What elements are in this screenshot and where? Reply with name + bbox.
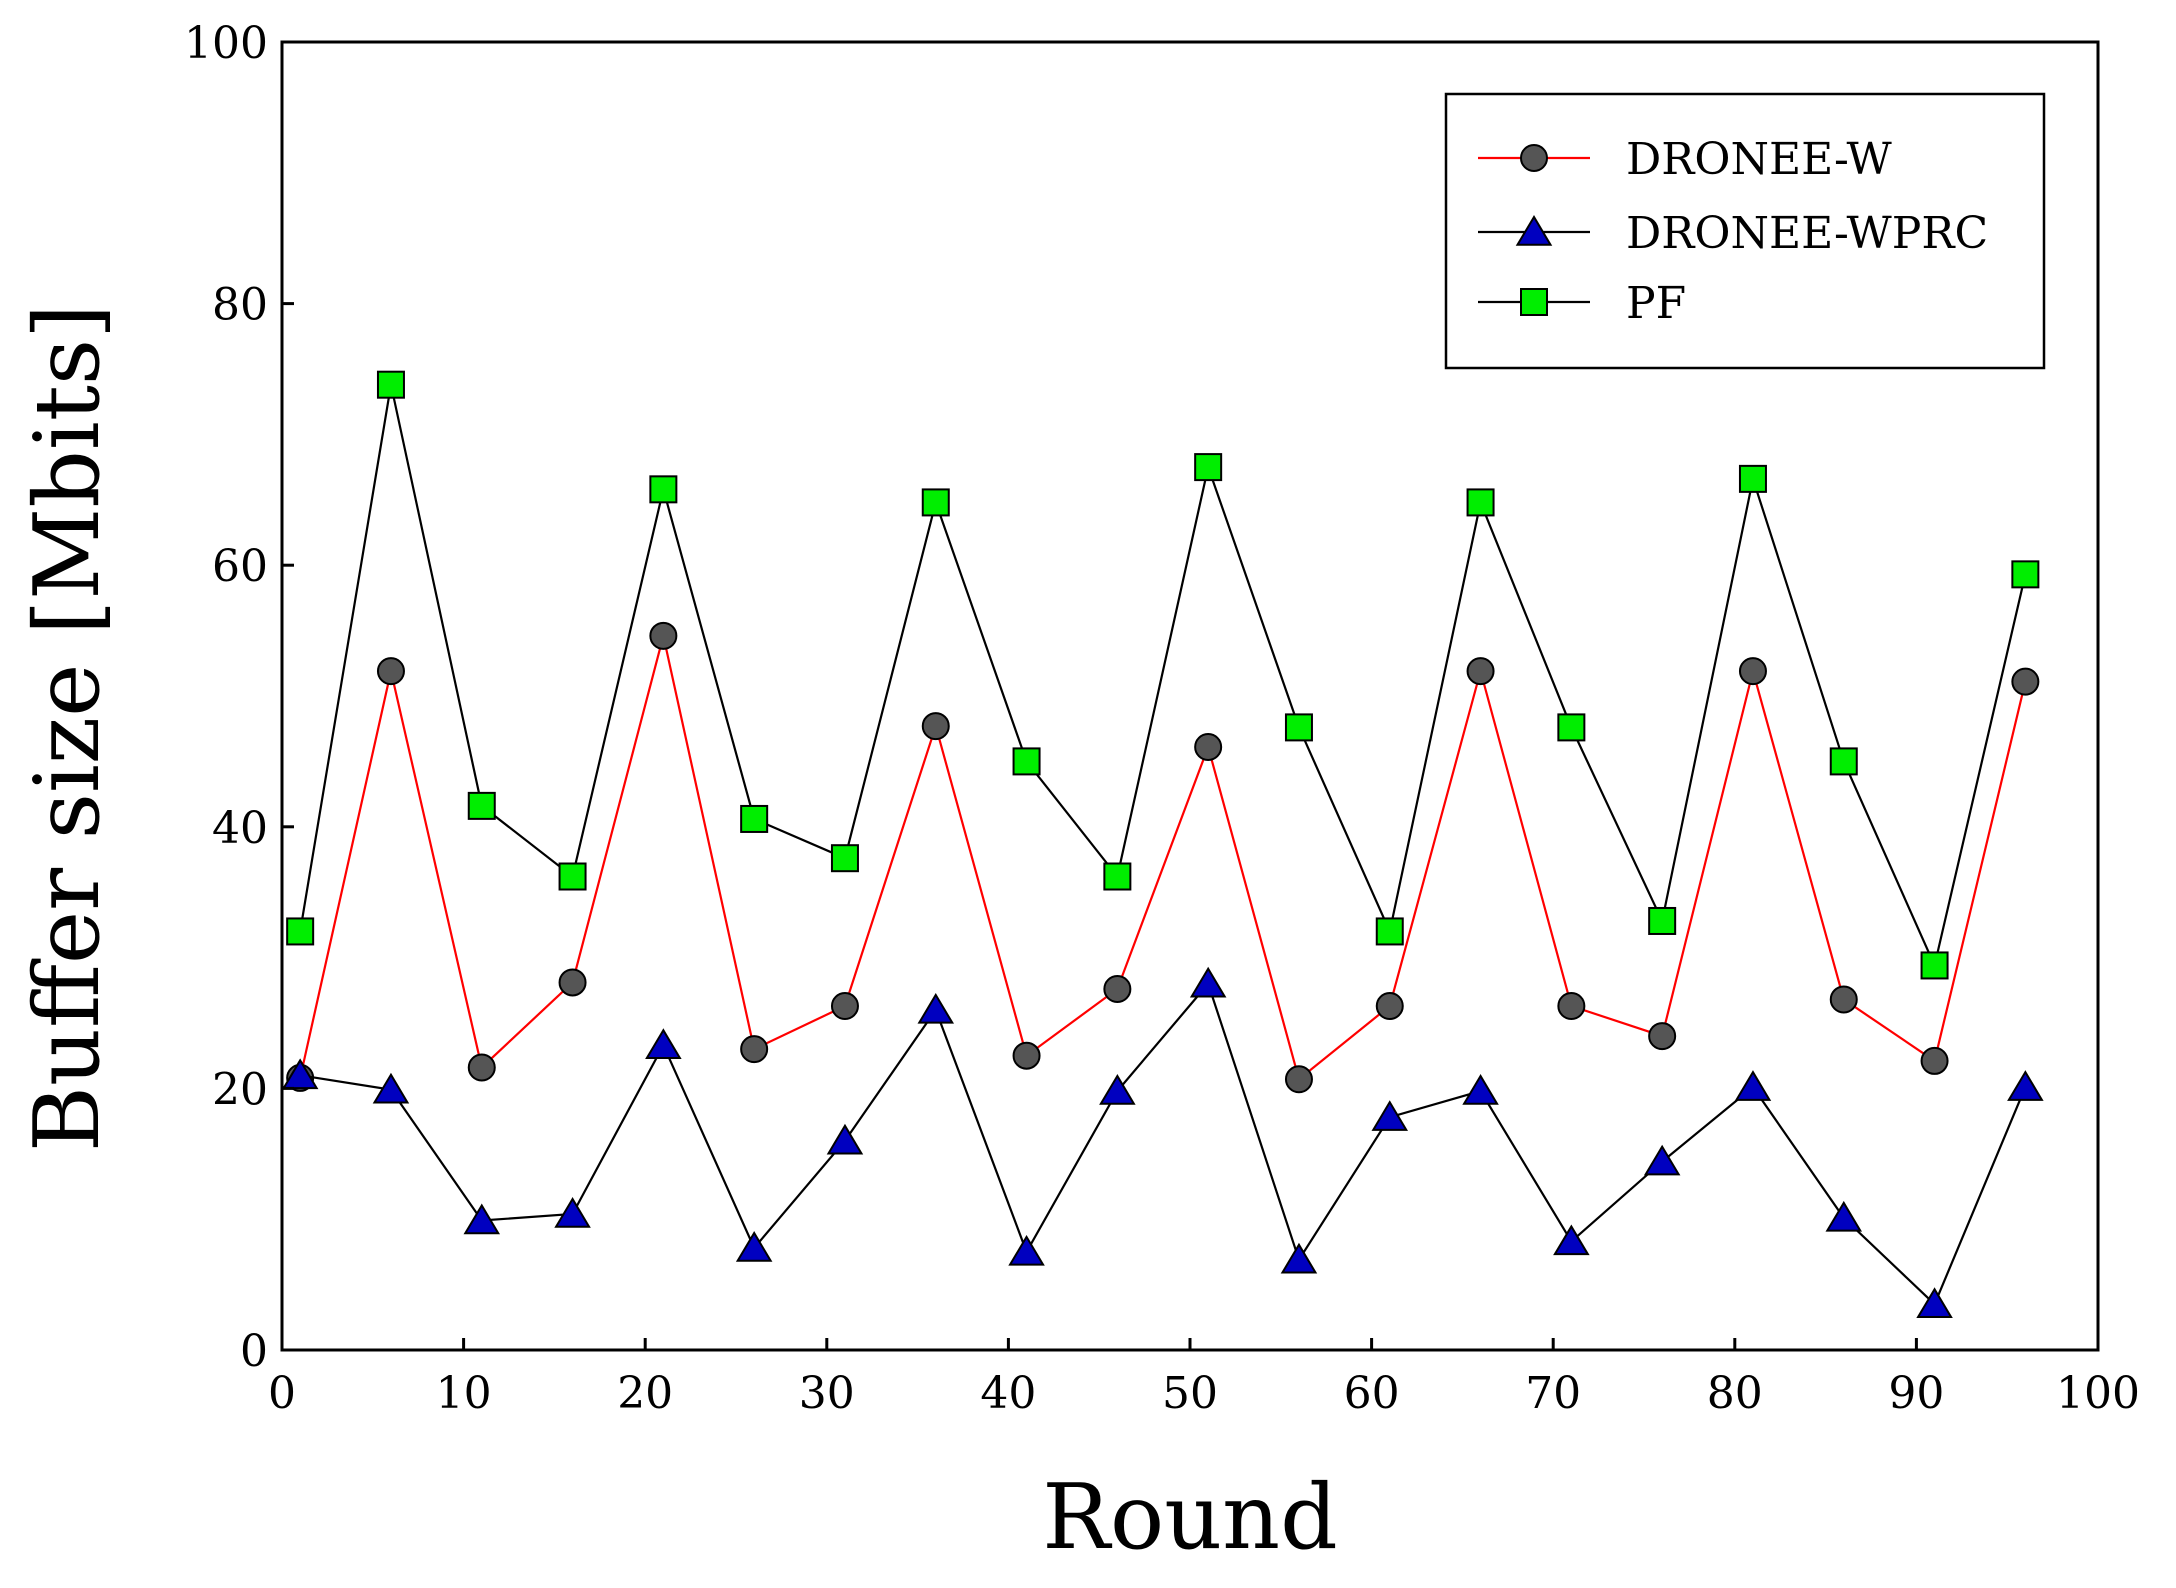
data-point-dronee-wprc: [554, 1197, 591, 1228]
y-tick-label: 60: [212, 541, 268, 592]
x-tick-label: 70: [1525, 1368, 1581, 1419]
data-point-pf: [2011, 560, 2040, 589]
data-point-dronee-wprc: [1462, 1074, 1499, 1105]
legend-item-dronee-w: DRONEE-W: [1478, 134, 1892, 185]
x-tick-label: 80: [1707, 1368, 1763, 1419]
data-point-dronee-wprc: [1280, 1242, 1318, 1274]
legend-label: DRONEE-W: [1626, 134, 1892, 185]
legend-label: DRONEE-WPRC: [1626, 208, 1988, 259]
data-point-dronee-w: [830, 991, 859, 1020]
x-axis-title: Round: [1042, 1465, 1338, 1570]
series-line-pf: [299, 384, 2027, 969]
data-point-dronee-wprc: [1189, 966, 1227, 998]
data-point-dronee-w: [740, 1035, 769, 1064]
data-point-dronee-wprc: [826, 1123, 864, 1155]
x-tick-label: 40: [980, 1368, 1036, 1419]
data-point-pf: [1375, 917, 1404, 946]
series-pf: [286, 370, 2040, 980]
x-tick-label: 20: [617, 1368, 673, 1419]
data-point-pf: [830, 844, 859, 873]
data-point-dronee-w: [1012, 1041, 1041, 1070]
data-point-dronee-w: [558, 968, 587, 997]
data-point-dronee-w: [1557, 991, 1586, 1020]
data-point-dronee-wprc: [1099, 1074, 1136, 1105]
legend-item-dronee-wprc: DRONEE-WPRC: [1478, 208, 1988, 259]
x-tick-label: 30: [799, 1368, 855, 1419]
data-point-dronee-wprc: [1916, 1287, 1953, 1318]
data-point-pf: [1829, 747, 1858, 776]
data-point-dronee-w: [1466, 657, 1495, 686]
legend-label: PF: [1626, 278, 1686, 329]
data-point-dronee-w: [1284, 1065, 1313, 1094]
data-point-pf: [1648, 906, 1677, 935]
data-point-dronee-wprc: [2007, 1070, 2044, 1101]
data-point-pf: [921, 488, 950, 517]
data-point-pf: [1194, 453, 1223, 482]
legend-marker-dronee-wprc: [1515, 215, 1553, 246]
data-point-dronee-w: [2011, 667, 2040, 696]
data-point-dronee-wprc: [1553, 1224, 1590, 1256]
data-point-dronee-w: [1194, 733, 1223, 762]
series-line-dronee-wprc: [299, 981, 2027, 1307]
data-point-dronee-w: [1103, 974, 1132, 1003]
series-line-dronee-w: [299, 635, 2027, 1082]
legend-marker-pf: [1520, 288, 1548, 316]
data-point-dronee-w: [1648, 1022, 1677, 1051]
data-point-pf: [1920, 951, 1949, 980]
axis-ticks: 0 10 20 30 40 50 60 70 80 90 100 0 20 40 60 80 100: [184, 18, 2140, 1419]
data-point-pf: [286, 917, 315, 946]
data-point-pf: [1557, 713, 1586, 742]
y-axis-title: Buffer size [Mbits]: [15, 304, 120, 1152]
data-point-pf: [1738, 464, 1767, 493]
data-point-dronee-wprc: [735, 1231, 773, 1262]
data-point-dronee-wprc: [372, 1072, 410, 1104]
data-point-dronee-wprc: [917, 992, 955, 1024]
x-tick-label: 60: [1344, 1368, 1400, 1419]
data-point-pf: [740, 804, 769, 833]
series-dronee-w: [286, 621, 2040, 1094]
y-tick-label: 20: [212, 1064, 268, 1115]
data-point-dronee-wprc: [281, 1058, 319, 1090]
x-tick-label: 90: [1888, 1368, 1944, 1419]
data-point-dronee-wprc: [645, 1028, 682, 1059]
data-point-dronee-wprc: [1371, 1100, 1409, 1131]
legend-items: DRONEE-W DRONEE-WPRC PF: [1478, 134, 1988, 329]
legend-item-pf: PF: [1478, 278, 1686, 329]
data-point-dronee-w: [467, 1053, 496, 1082]
series-layer: [281, 370, 2044, 1318]
x-tick-label: 50: [1162, 1368, 1218, 1419]
data-point-dronee-wprc: [463, 1203, 501, 1235]
x-tick-label: 10: [436, 1368, 492, 1419]
data-point-dronee-wprc: [1734, 1070, 1772, 1101]
data-point-dronee-wprc: [1008, 1234, 1045, 1266]
x-tick-label: 0: [268, 1368, 296, 1419]
series-dronee-wprc: [281, 966, 2044, 1318]
data-point-pf: [376, 370, 405, 399]
data-point-dronee-wprc: [1643, 1144, 1681, 1176]
data-point-dronee-w: [1829, 985, 1858, 1014]
data-point-dronee-wprc: [1825, 1200, 1863, 1232]
y-tick-label: 100: [184, 18, 268, 69]
data-point-pf: [558, 862, 587, 891]
data-point-pf: [1012, 747, 1041, 776]
legend: DRONEE-W DRONEE-WPRC PF: [1444, 92, 2046, 370]
data-point-dronee-w: [649, 621, 678, 650]
y-tick-label: 40: [212, 803, 268, 854]
data-point-dronee-w: [1738, 657, 1767, 686]
data-point-pf: [1466, 488, 1495, 517]
data-point-dronee-w: [1375, 991, 1404, 1020]
legend-marker-dronee-w: [1520, 144, 1548, 172]
x-tick-label: 100: [2056, 1368, 2140, 1419]
data-point-pf: [1103, 862, 1132, 891]
y-tick-label: 80: [212, 280, 268, 331]
data-point-dronee-w: [376, 657, 405, 686]
y-tick-label: 0: [240, 1326, 268, 1377]
data-point-dronee-w: [1920, 1046, 1949, 1075]
data-point-dronee-w: [921, 712, 950, 741]
data-point-pf: [649, 475, 678, 504]
data-point-pf: [467, 791, 496, 820]
data-point-pf: [1284, 713, 1313, 742]
